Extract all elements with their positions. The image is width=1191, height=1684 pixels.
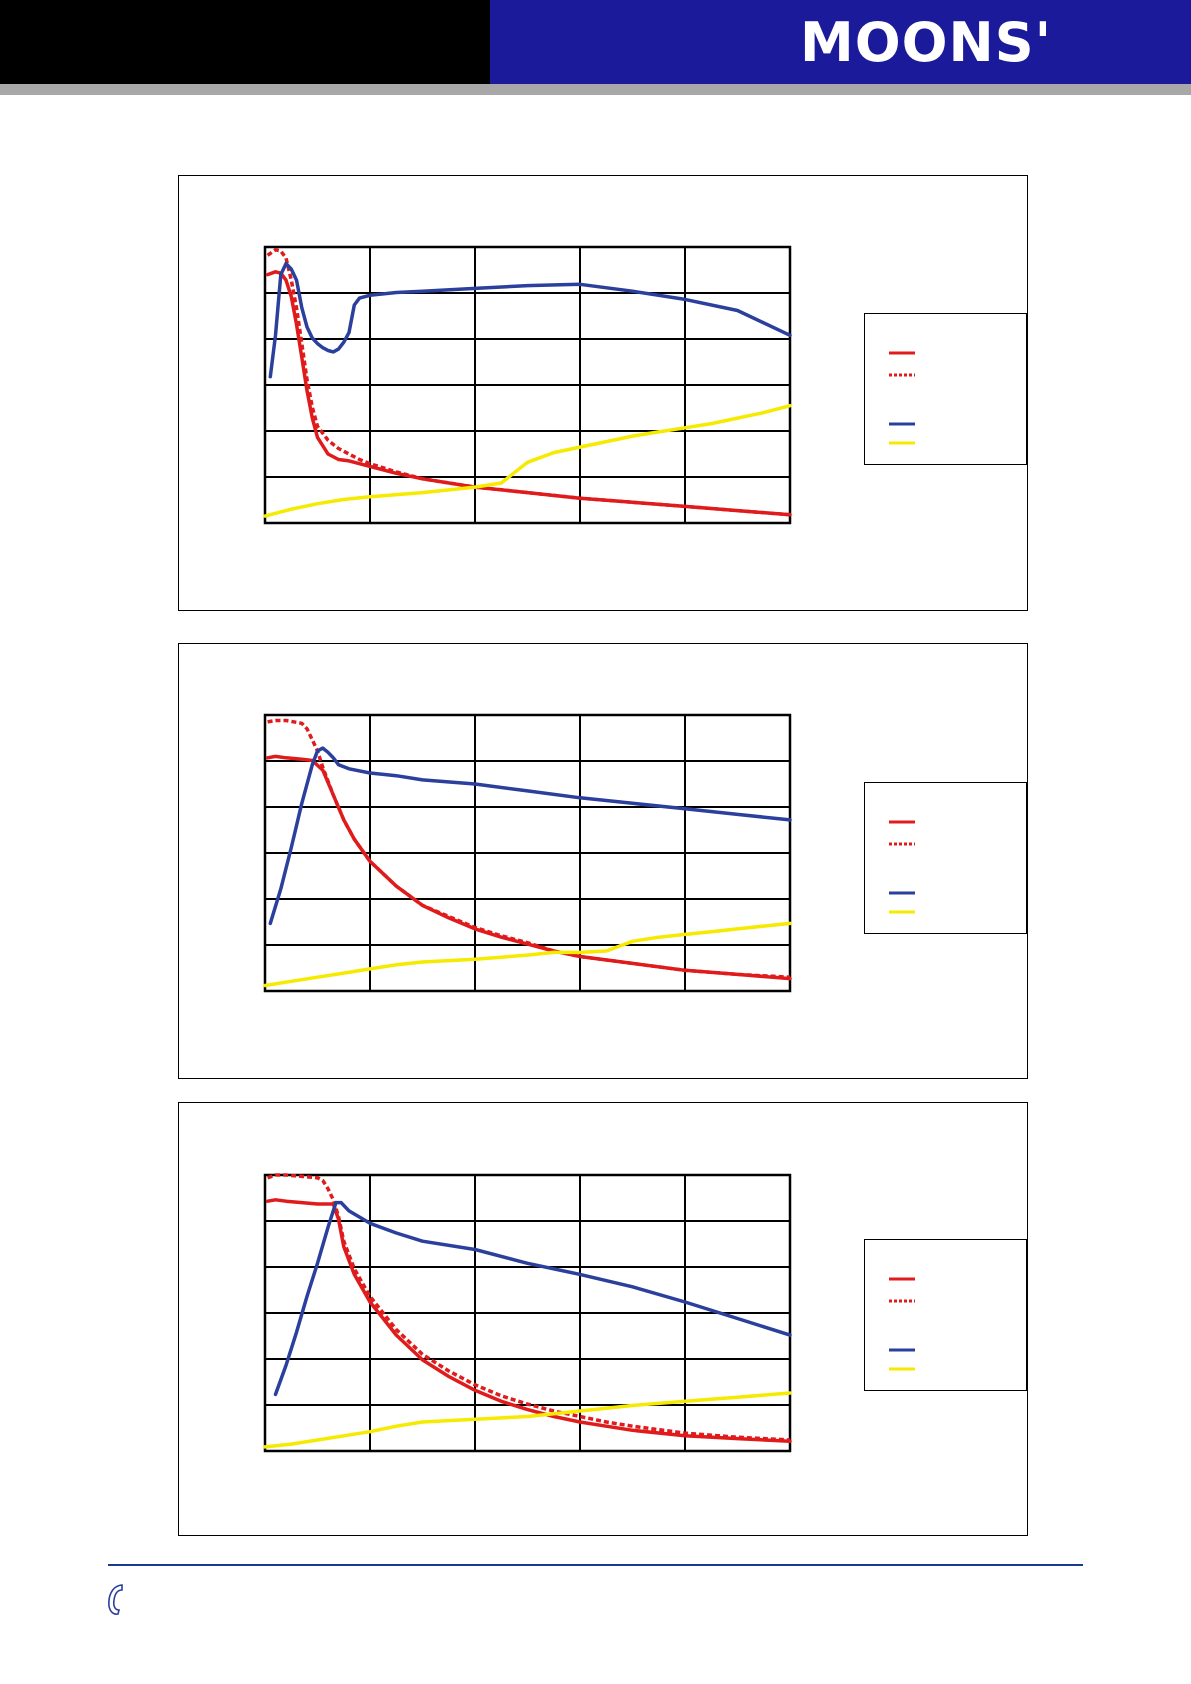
legend-3	[889, 1277, 915, 1371]
series-line-2	[267, 718, 791, 979]
series-line-3	[273, 1200, 792, 1397]
series-line-2	[266, 248, 791, 517]
header-gray-rule	[0, 84, 1191, 95]
plot-frame	[263, 245, 792, 525]
legend-box-1	[864, 313, 1027, 465]
plot-frame	[263, 1173, 792, 1453]
header-blue-bar	[490, 0, 1191, 84]
moons-logo: MOONS'	[800, 11, 1053, 74]
legend-box-2	[864, 782, 1027, 934]
phone-icon	[108, 1584, 123, 1615]
chart-3	[263, 1173, 792, 1453]
legend-box-3	[864, 1239, 1027, 1391]
plot-frame	[263, 713, 792, 993]
legend-2	[889, 820, 915, 914]
legend-1	[889, 351, 915, 445]
series-line-2	[267, 1173, 791, 1442]
series-line-3	[268, 746, 792, 926]
header-black-bar	[0, 0, 490, 84]
series-line-4	[263, 921, 792, 988]
series-line-1	[265, 1198, 792, 1444]
series-line-4	[263, 1391, 792, 1449]
footer-rule	[108, 1564, 1083, 1566]
series-line-3	[268, 261, 792, 379]
chart-2	[263, 713, 792, 993]
series-line-4	[263, 403, 792, 518]
chart-1	[263, 245, 792, 525]
